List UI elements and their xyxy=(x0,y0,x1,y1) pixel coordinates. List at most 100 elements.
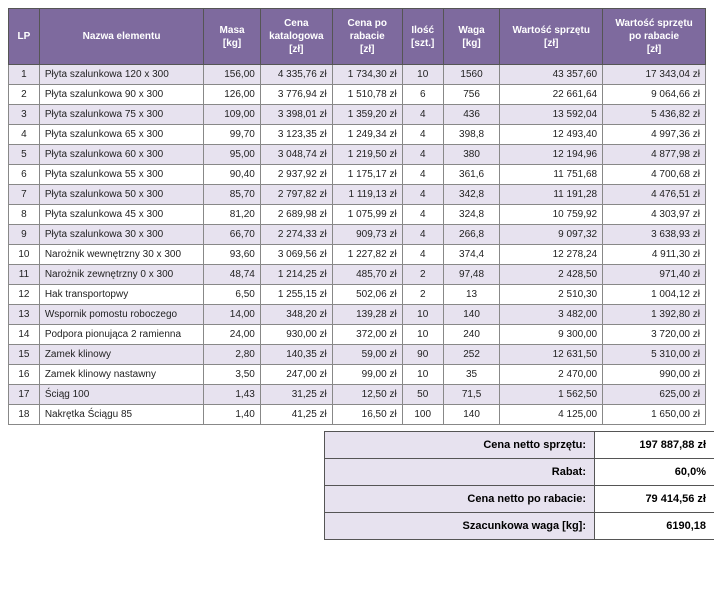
summary-row: Rabat:60,0% xyxy=(325,459,714,486)
cell-catalog: 3 776,94 zł xyxy=(260,85,332,105)
cell-weight: 13 xyxy=(443,285,500,305)
cell-name: Płyta szalunkowa 55 x 300 xyxy=(39,165,203,185)
cell-discounted: 16,50 zł xyxy=(332,405,402,425)
table-row: 2Płyta szalunkowa 90 x 300126,003 776,94… xyxy=(9,85,706,105)
cell-discounted: 1 075,99 zł xyxy=(332,205,402,225)
table-row: 5Płyta szalunkowa 60 x 30095,003 048,74 … xyxy=(9,145,706,165)
cell-name: Płyta szalunkowa 75 x 300 xyxy=(39,105,203,125)
cell-lp: 2 xyxy=(9,85,40,105)
cell-value: 1 562,50 xyxy=(500,385,603,405)
cell-mass: 95,00 xyxy=(204,145,261,165)
cell-name: Płyta szalunkowa 120 x 300 xyxy=(39,65,203,85)
cell-mass: 14,00 xyxy=(204,305,261,325)
cell-name: Zamek klinowy xyxy=(39,345,203,365)
cell-discounted: 1 119,13 zł xyxy=(332,185,402,205)
cell-mass: 1,40 xyxy=(204,405,261,425)
summary-value: 60,0% xyxy=(595,459,714,486)
cell-qty: 4 xyxy=(402,225,443,245)
table-row: 16Zamek klinowy nastawny3,50247,00 zł99,… xyxy=(9,365,706,385)
cell-discounted: 1 175,17 zł xyxy=(332,165,402,185)
cell-qty: 4 xyxy=(402,105,443,125)
cell-value: 12 278,24 xyxy=(500,245,603,265)
cell-lp: 7 xyxy=(9,185,40,205)
cell-catalog: 31,25 zł xyxy=(260,385,332,405)
cell-catalog: 41,25 zł xyxy=(260,405,332,425)
summary-table: Cena netto sprzętu:197 887,88 złRabat:60… xyxy=(324,431,714,540)
cell-weight: 374,4 xyxy=(443,245,500,265)
table-row: 6Płyta szalunkowa 55 x 30090,402 937,92 … xyxy=(9,165,706,185)
cell-weight: 240 xyxy=(443,325,500,345)
cell-name: Zamek klinowy nastawny xyxy=(39,365,203,385)
cell-lp: 14 xyxy=(9,325,40,345)
summary-value: 79 414,56 zł xyxy=(595,486,714,513)
cell-value: 9 097,32 xyxy=(500,225,603,245)
summary-label: Szacunkowa waga [kg]: xyxy=(325,513,595,540)
cell-lp: 8 xyxy=(9,205,40,225)
cell-qty: 4 xyxy=(402,165,443,185)
cell-name: Ściąg 100 xyxy=(39,385,203,405)
cell-name: Płyta szalunkowa 65 x 300 xyxy=(39,125,203,145)
cell-weight: 35 xyxy=(443,365,500,385)
cell-discounted: 1 734,30 zł xyxy=(332,65,402,85)
cell-lp: 10 xyxy=(9,245,40,265)
summary-row: Szacunkowa waga [kg]:6190,18 xyxy=(325,513,714,540)
summary-row: Cena netto po rabacie:79 414,56 zł xyxy=(325,486,714,513)
col-discounted: Cena porabacie[zł] xyxy=(332,9,402,65)
cell-lp: 12 xyxy=(9,285,40,305)
cell-lp: 18 xyxy=(9,405,40,425)
cell-value: 22 661,64 xyxy=(500,85,603,105)
cell-catalog: 2 689,98 zł xyxy=(260,205,332,225)
cell-value: 3 482,00 xyxy=(500,305,603,325)
cell-name: Narożnik wewnętrzny 30 x 300 xyxy=(39,245,203,265)
cell-qty: 2 xyxy=(402,265,443,285)
cell-value: 12 194,96 xyxy=(500,145,603,165)
col-name: Nazwa elementu xyxy=(39,9,203,65)
col-mass: Masa[kg] xyxy=(204,9,261,65)
table-row: 13Wspornik pomostu roboczego14,00348,20 … xyxy=(9,305,706,325)
cell-lp: 3 xyxy=(9,105,40,125)
col-value: Wartość sprzętu[zł] xyxy=(500,9,603,65)
cell-value_disc: 3 720,00 zł xyxy=(603,325,706,345)
cell-catalog: 2 797,82 zł xyxy=(260,185,332,205)
summary-label: Rabat: xyxy=(325,459,595,486)
table-row: 1Płyta szalunkowa 120 x 300156,004 335,7… xyxy=(9,65,706,85)
cell-value_disc: 17 343,04 zł xyxy=(603,65,706,85)
cell-catalog: 2 937,92 zł xyxy=(260,165,332,185)
cell-qty: 10 xyxy=(402,365,443,385)
cell-mass: 2,80 xyxy=(204,345,261,365)
table-row: 9Płyta szalunkowa 30 x 30066,702 274,33 … xyxy=(9,225,706,245)
cell-mass: 126,00 xyxy=(204,85,261,105)
cell-name: Nakrętka Ściągu 85 xyxy=(39,405,203,425)
cell-qty: 100 xyxy=(402,405,443,425)
cell-catalog: 3 398,01 zł xyxy=(260,105,332,125)
cell-discounted: 139,28 zł xyxy=(332,305,402,325)
cell-value_disc: 971,40 zł xyxy=(603,265,706,285)
cell-discounted: 485,70 zł xyxy=(332,265,402,285)
cell-mass: 99,70 xyxy=(204,125,261,145)
cell-qty: 90 xyxy=(402,345,443,365)
table-row: 10Narożnik wewnętrzny 30 x 30093,603 069… xyxy=(9,245,706,265)
cell-mass: 66,70 xyxy=(204,225,261,245)
cell-weight: 71,5 xyxy=(443,385,500,405)
summary-row: Cena netto sprzętu:197 887,88 zł xyxy=(325,432,714,459)
cell-value_disc: 625,00 zł xyxy=(603,385,706,405)
cell-value_disc: 1 392,80 zł xyxy=(603,305,706,325)
cell-value: 12 631,50 xyxy=(500,345,603,365)
cell-value_disc: 5 310,00 zł xyxy=(603,345,706,365)
cell-lp: 16 xyxy=(9,365,40,385)
cell-catalog: 140,35 zł xyxy=(260,345,332,365)
cell-qty: 4 xyxy=(402,145,443,165)
cell-value: 12 493,40 xyxy=(500,125,603,145)
cell-catalog: 348,20 zł xyxy=(260,305,332,325)
col-value-disc: Wartość sprzętupo rabacie[zł] xyxy=(603,9,706,65)
cell-value_disc: 1 004,12 zł xyxy=(603,285,706,305)
cell-mass: 1,43 xyxy=(204,385,261,405)
table-row: 3Płyta szalunkowa 75 x 300109,003 398,01… xyxy=(9,105,706,125)
cell-lp: 6 xyxy=(9,165,40,185)
cell-catalog: 247,00 zł xyxy=(260,365,332,385)
cell-mass: 90,40 xyxy=(204,165,261,185)
cell-value_disc: 3 638,93 zł xyxy=(603,225,706,245)
cell-name: Płyta szalunkowa 60 x 300 xyxy=(39,145,203,165)
cell-value_disc: 4 700,68 zł xyxy=(603,165,706,185)
cell-weight: 380 xyxy=(443,145,500,165)
